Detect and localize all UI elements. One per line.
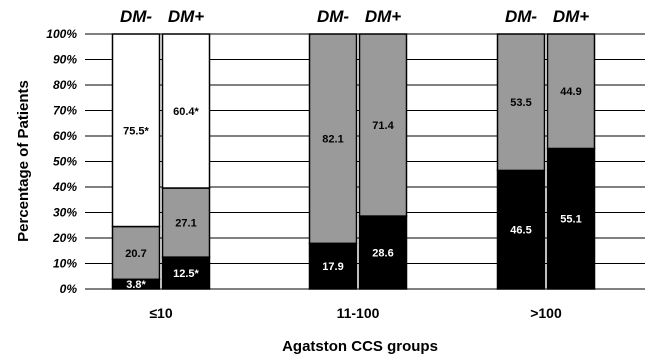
bars: 3.8* 20.7 75.5* 12.5* 27.1 60.4* 17.9 82.1 28.6 7…: [111, 33, 596, 291]
y-axis-ticks: 0% 10% 20% 30% 40% 50% 60% 70% 80% 90% 100%: [46, 27, 77, 296]
data-label: 44.9: [560, 86, 581, 98]
category-label: 11-100: [337, 305, 380, 321]
bar-segment: [308, 242, 358, 290]
data-label: 53.5: [510, 97, 531, 109]
bar-segment: [546, 33, 596, 150]
bar-segment: [161, 256, 211, 290]
data-label: 46.5: [510, 225, 531, 237]
x-axis-title: Agatston CCS groups: [282, 338, 438, 355]
subgroup-labels: DM- DM+ DM- DM+ DM- DM+: [120, 7, 589, 26]
y-tick-label: 40%: [52, 180, 77, 194]
y-tick-label: 30%: [53, 206, 77, 220]
y-tick-label: 100%: [46, 27, 77, 41]
subgroup-label: DM+: [365, 7, 401, 26]
category-label: >100: [530, 305, 562, 321]
data-label: 20.7: [125, 248, 146, 260]
bar-segment: [161, 187, 211, 258]
data-label: 28.6: [372, 248, 393, 260]
y-tick-label: 10%: [53, 257, 77, 271]
bar-segment: [308, 33, 358, 245]
y-tick-label: 0%: [60, 282, 78, 296]
subgroup-label: DM+: [168, 7, 204, 26]
y-axis-title: Percentage of Patients: [15, 80, 32, 242]
bar-segment: [496, 169, 546, 290]
y-tick-label: 80%: [53, 78, 77, 92]
y-tick-label: 20%: [52, 231, 77, 245]
y-tick-label: 50%: [53, 155, 77, 169]
data-label: 71.4: [372, 120, 394, 132]
category-label: ≤10: [149, 305, 172, 321]
bar-segment: [496, 33, 546, 172]
y-tick-label: 90%: [53, 53, 77, 67]
subgroup-label: DM+: [553, 7, 589, 26]
bar-segment: [161, 33, 211, 189]
data-label: 12.5*: [173, 268, 199, 280]
bar-segment: [358, 33, 408, 217]
data-label: 17.9: [322, 261, 343, 273]
subgroup-label: DM-: [317, 7, 349, 26]
bar-segment: [111, 33, 161, 228]
category-labels: ≤10 11-100 >100: [149, 305, 562, 321]
y-tick-label: 70%: [53, 104, 77, 118]
data-label: 60.4*: [173, 106, 199, 118]
data-label: 75.5*: [123, 125, 149, 137]
subgroup-label: DM-: [505, 7, 537, 26]
subgroup-label: DM-: [120, 7, 152, 26]
data-label: 27.1: [175, 218, 196, 230]
data-label: 3.8*: [126, 279, 146, 291]
y-tick-label: 60%: [53, 129, 77, 143]
data-label: 82.1: [322, 134, 343, 146]
data-label: 55.1: [560, 214, 581, 226]
